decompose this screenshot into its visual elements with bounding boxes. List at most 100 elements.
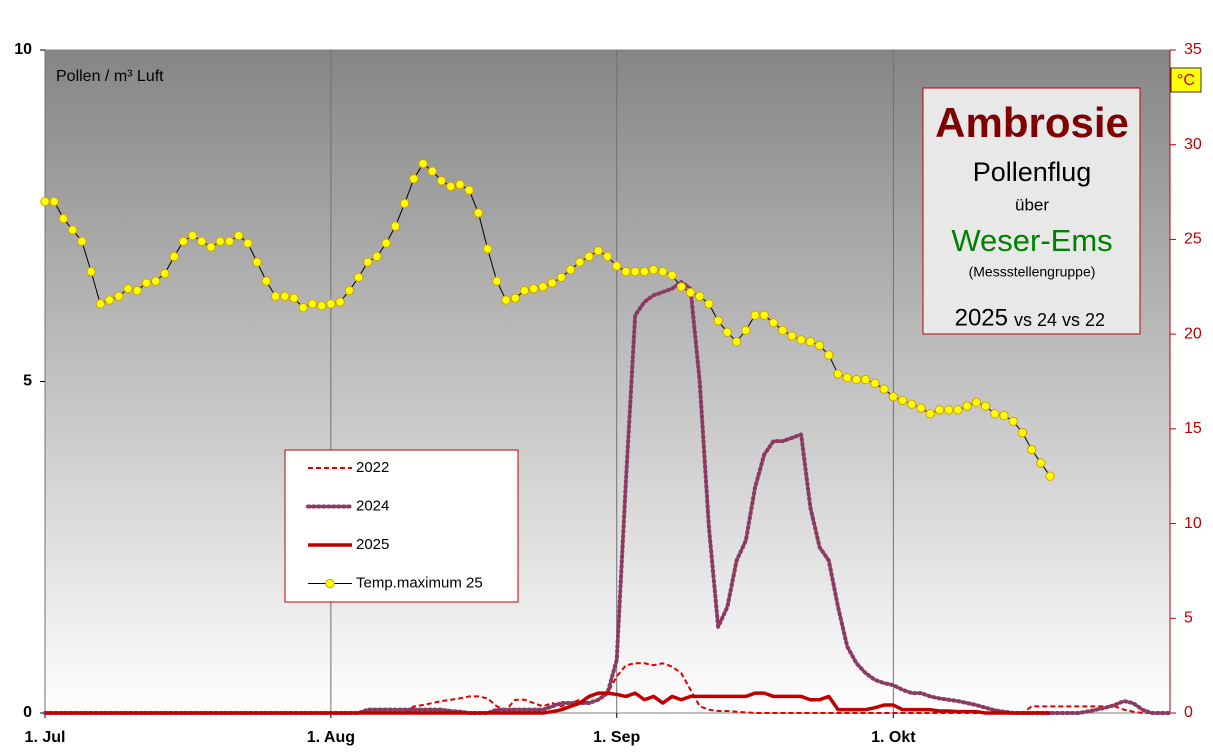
marker [778,325,788,336]
marker [741,325,751,336]
marker [860,374,871,385]
marker [713,316,723,326]
marker [197,236,207,247]
panel-title: Ambrosie [935,99,1129,146]
marker [722,327,733,337]
y2-tick-label: 30 [1184,136,1202,153]
marker [326,299,336,309]
marker [427,166,437,176]
panel-line2: über [1015,195,1049,214]
marker [980,401,991,411]
y-axis-label: Pollen / m³ Luft [56,68,164,85]
y-tick-label: 5 [23,373,32,390]
marker [565,265,576,275]
marker [1017,427,1028,438]
marker [787,331,797,341]
info-panel: Ambrosie Pollenflug über Weser-Ems (Mess… [922,87,1141,335]
marker [270,291,281,301]
marker [916,403,926,413]
marker [206,242,216,252]
series-line [45,691,1051,715]
marker [316,301,327,311]
marker [464,185,474,195]
marker [178,236,189,247]
marker [280,291,290,301]
marker [132,285,142,296]
marker [612,261,622,271]
marker [704,299,714,309]
marker [538,282,548,292]
y2-tick-label: 35 [1184,41,1202,58]
marker [842,373,852,383]
legend-box [284,449,519,603]
marker [575,257,585,267]
marker [879,384,889,394]
marker [169,251,179,262]
legend-label: 2025 [356,536,389,553]
marker [141,278,152,288]
marker [40,196,50,207]
marker [114,291,124,301]
marker [731,337,742,347]
marker [602,251,613,262]
panel-note: (Messstellengruppe) [969,264,1096,280]
marker [363,257,373,267]
marker [353,272,364,283]
marker [104,295,115,305]
marker [695,291,705,301]
marker [639,266,650,277]
marker [233,230,244,241]
marker [907,399,917,409]
marker [455,179,465,190]
marker [335,297,345,307]
marker [648,265,659,275]
marker [814,340,825,351]
marker [630,266,640,277]
panel-compare: vs 24 vs 22 [1014,310,1105,330]
marker [529,283,539,294]
marker [584,251,594,262]
marker [418,158,428,169]
marker [49,196,59,207]
marker [123,283,133,294]
marker [399,198,410,209]
marker [962,401,972,411]
marker [409,174,419,184]
x-tick-label: 1. Sep [593,729,640,746]
marker [556,272,567,283]
marker [1045,471,1055,481]
marker [796,335,806,345]
marker [67,225,78,235]
marker [446,181,456,192]
marker [58,213,69,224]
marker [492,276,502,286]
marker [381,238,391,248]
marker [759,310,769,320]
marker [999,410,1009,421]
marker [150,276,161,286]
y2-tick-label: 25 [1184,231,1202,248]
marker [870,378,880,389]
y2-label-box [1170,67,1202,93]
marker [953,405,963,415]
marker [1036,458,1046,468]
marker [1008,416,1018,426]
marker [243,238,253,248]
marker [482,244,493,254]
marker [833,369,843,379]
marker [77,236,87,247]
marker [593,246,603,256]
marker [925,409,935,419]
marker [676,282,686,292]
marker [215,236,225,247]
marker [95,299,106,309]
marker [943,405,954,415]
y2-tick-label: 5 [1184,610,1193,627]
marker [289,293,299,303]
marker [824,350,834,360]
legend-label: 2022 [356,459,389,476]
marker [261,276,272,286]
legend-marker [325,578,335,589]
marker [805,337,816,347]
